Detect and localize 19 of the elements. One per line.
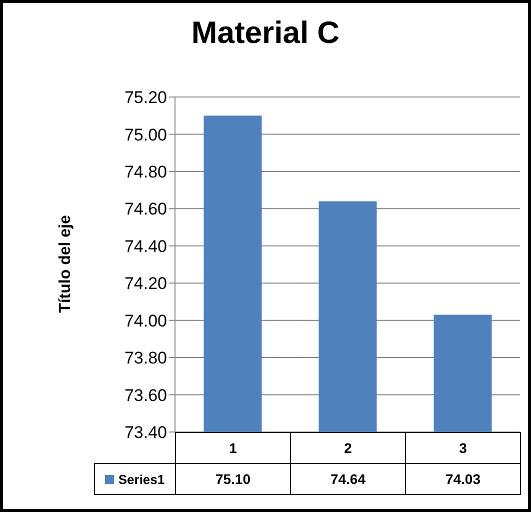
y-tick-label: 75.00 [124, 125, 167, 144]
y-tick-label: 75.20 [124, 88, 167, 108]
y-tick-label: 74.40 [124, 236, 167, 256]
y-tick-label: 74.80 [124, 162, 167, 182]
x-tick-label: 1 [175, 432, 291, 464]
data-label: 75.10 [175, 463, 291, 495]
y-tick-label: 74.00 [124, 311, 167, 330]
y-tick-label: 74.60 [124, 200, 167, 219]
chart-title: Material C [190, 15, 341, 51]
data-label: 74.64 [290, 463, 406, 495]
y-axis-title: Título del eje [57, 214, 75, 315]
y-tick-label: 73.60 [124, 386, 167, 405]
y-tick-label: 73.80 [124, 348, 167, 368]
y-tick-label: 73.40 [124, 423, 167, 442]
x-tick-label: 3 [405, 432, 521, 464]
data-label: 74.03 [405, 463, 521, 495]
legend-label: Series1 [94, 463, 176, 495]
y-tick-label: 74.20 [124, 274, 167, 294]
x-tick-label: 2 [290, 432, 406, 464]
